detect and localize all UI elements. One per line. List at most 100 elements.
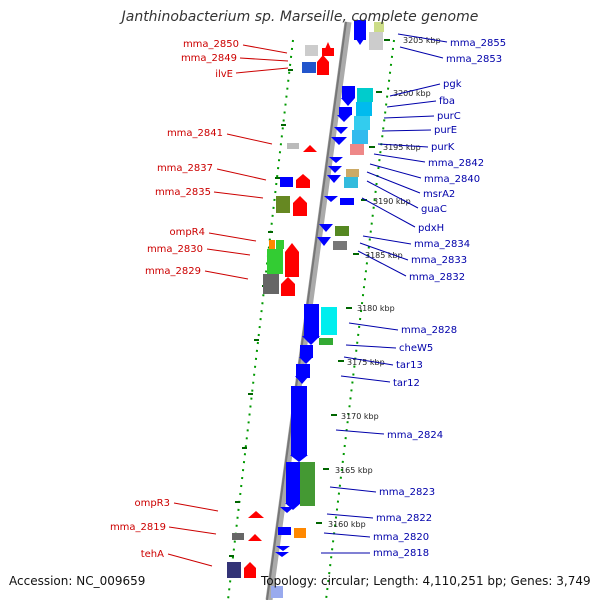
gene-block <box>291 386 307 456</box>
gene-block <box>296 364 310 378</box>
gene-arrow <box>324 196 338 202</box>
gene-block <box>305 45 318 56</box>
gene-arrow <box>337 115 351 122</box>
gene-arrow <box>327 175 341 183</box>
gene-block <box>354 20 366 40</box>
kbp-label: 3180 kbp <box>357 304 395 313</box>
gene-block <box>269 240 275 249</box>
left-leader-lines <box>167 44 289 567</box>
gene-label: ompR3 <box>134 498 170 509</box>
gene-label: purC <box>437 111 461 122</box>
accession-text: Accession: NC_009659 <box>9 574 146 588</box>
outer-left-dotted-ring <box>227 39 294 600</box>
gene-arrow <box>285 503 301 510</box>
gene-label: mma_2835 <box>155 187 211 198</box>
gene-arrow <box>296 174 310 180</box>
gene-label: mma_2820 <box>373 532 429 543</box>
gene-block <box>356 102 372 116</box>
gene-label: fba <box>439 96 455 107</box>
gene-block <box>300 345 313 358</box>
kbp-label: 3190 kbp <box>373 197 411 206</box>
gene-block <box>227 562 241 578</box>
gene-block <box>350 144 364 155</box>
gene-label: mma_2818 <box>373 548 429 559</box>
gene-arrow <box>275 552 289 557</box>
gene-arrow <box>302 336 320 345</box>
gene-arrow <box>303 145 317 152</box>
gene-block <box>294 528 306 538</box>
left-gene-labels: mma_2850 mma_2849 ilvE mma_2841 mma_2837… <box>110 39 239 560</box>
gene-block <box>369 32 383 50</box>
gene-block <box>302 62 316 73</box>
gene-arrow <box>280 507 294 513</box>
gene-arrow <box>331 137 347 145</box>
gene-label: tehA <box>141 549 164 560</box>
kbp-label: 3170 kbp <box>341 412 379 421</box>
gene-block <box>333 241 347 250</box>
gene-arrow <box>285 243 299 252</box>
topology-text: Topology: circular; Length: 4,110,251 bp… <box>261 574 591 588</box>
map-title: Janthinobacterium sp. Marseille, complet… <box>121 9 479 25</box>
gene-label: msrA2 <box>423 189 455 200</box>
gene-block <box>285 252 299 277</box>
gene-arrow <box>354 36 366 45</box>
right-leader-lines <box>321 33 448 554</box>
gene-label: mma_2840 <box>424 174 480 185</box>
gene-block <box>357 88 373 102</box>
gene-block <box>352 130 368 144</box>
gene-block <box>281 284 295 296</box>
gene-block <box>346 169 359 177</box>
gene-label: ilvE <box>215 69 233 80</box>
gene-label: mma_2823 <box>379 487 435 498</box>
gene-arrow <box>329 157 343 163</box>
gene-label: mma_2842 <box>428 158 484 169</box>
gene-block <box>342 86 355 98</box>
gene-label: cheW5 <box>399 343 433 354</box>
gene-block <box>339 107 352 115</box>
gene-label: mma_2849 <box>181 53 237 64</box>
kbp-label: 3195 kbp <box>383 143 421 152</box>
gene-label: purK <box>431 142 455 153</box>
gene-arrow <box>276 546 290 551</box>
gene-label: mma_2833 <box>411 255 467 266</box>
gene-label: mma_2853 <box>446 54 502 65</box>
gene-block <box>335 226 349 236</box>
gene-block <box>300 462 315 506</box>
gene-label: pgk <box>443 79 462 90</box>
gene-block <box>344 177 358 188</box>
gene-block <box>276 196 290 213</box>
right-gene-labels: mma_2855 mma_2853 pgk fba purC purE purK… <box>373 38 506 559</box>
kbp-label: 3185 kbp <box>365 251 403 260</box>
ring-dash-marks <box>229 69 293 557</box>
gene-label: mma_2830 <box>147 244 203 255</box>
gene-block <box>271 586 283 598</box>
gene-label: purE <box>434 125 457 136</box>
gene-arrow <box>319 224 333 232</box>
gene-label: mma_2824 <box>387 430 443 441</box>
gene-block <box>317 62 329 75</box>
forward-genes <box>227 42 334 578</box>
gene-block <box>278 527 291 535</box>
gene-block <box>280 177 293 187</box>
gene-block <box>340 198 354 205</box>
gene-block <box>321 307 337 335</box>
gene-block <box>319 338 333 345</box>
gene-label: mma_2834 <box>414 239 470 250</box>
reverse-genes <box>271 20 384 598</box>
kbp-label: 3175 kbp <box>347 358 385 367</box>
gene-label: mma_2819 <box>110 522 166 533</box>
gene-arrow <box>248 534 262 541</box>
gene-arrow <box>328 166 342 173</box>
gene-block <box>304 304 319 338</box>
kbp-label: 3205 kbp <box>403 36 441 45</box>
gene-label: tar13 <box>396 360 423 371</box>
gene-block <box>276 240 284 249</box>
gene-label: mma_2837 <box>157 163 213 174</box>
gene-block <box>232 533 244 540</box>
gene-block <box>286 462 300 504</box>
gene-arrow <box>317 55 329 62</box>
gene-arrow <box>248 511 264 518</box>
gene-block <box>374 22 384 32</box>
gene-block <box>263 274 279 294</box>
